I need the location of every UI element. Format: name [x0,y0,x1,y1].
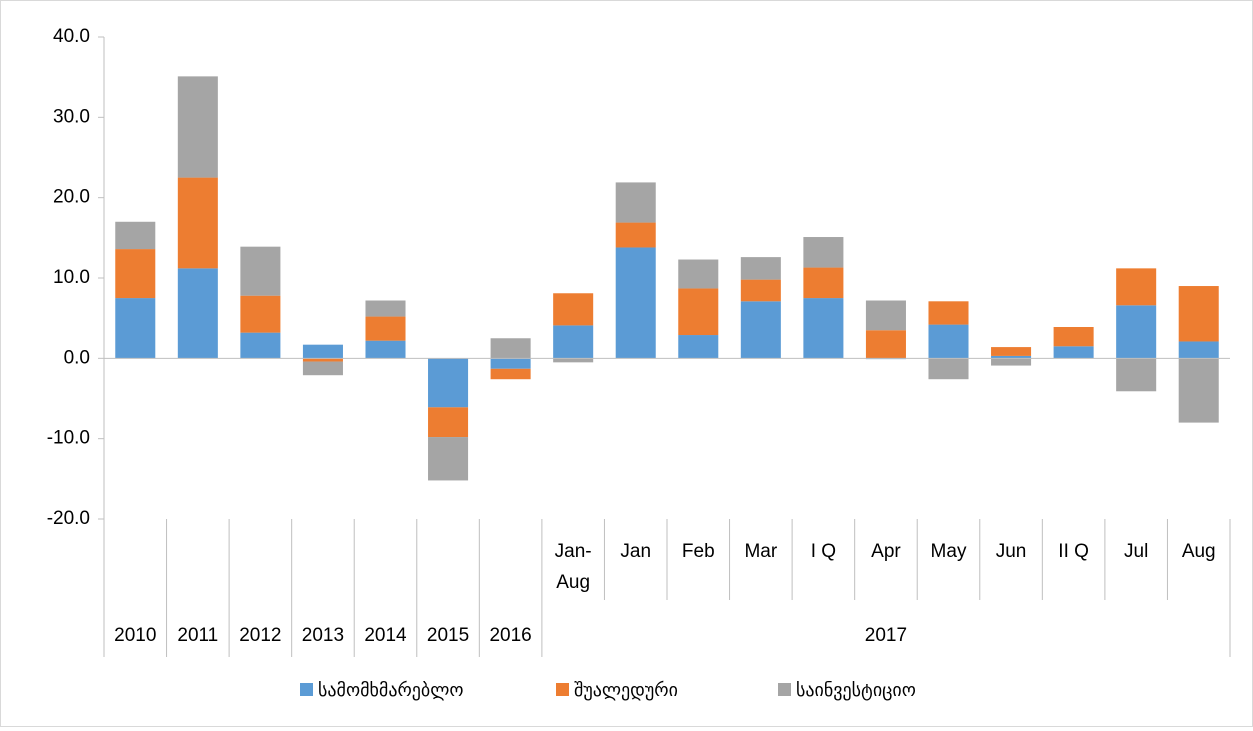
group-label: 2010 [114,625,156,646]
legend-label: შუალედური [574,680,678,701]
bar [365,340,406,359]
bar [240,332,281,359]
legend-label: სამომხმარებლო [318,680,464,701]
legend-swatch [556,683,569,696]
bar [740,301,781,359]
bar [553,293,594,326]
bar [302,358,343,362]
bar [928,301,969,325]
legend-label: საინვესტიციო [796,680,916,701]
bar [991,358,1032,366]
bar [428,407,469,438]
group-label: 2017 [865,625,907,646]
bar [865,330,906,359]
group-label: 2013 [302,625,344,646]
bar [678,335,719,359]
bar [302,361,343,376]
legend-swatch [300,683,313,696]
bar [177,177,218,269]
bar [740,279,781,302]
y-tick-label: 30.0 [53,106,90,127]
bar [1116,305,1157,359]
x-tick-label: Feb [682,541,715,562]
group-label: 2014 [364,625,407,646]
bar [240,246,281,296]
legend-swatch [778,683,791,696]
bar [615,247,656,359]
bar [240,295,281,333]
bar [928,358,969,380]
bar [428,358,469,408]
bar [490,368,531,380]
bar [678,288,719,336]
bar [490,358,531,369]
y-tick-label: 40.0 [53,26,90,47]
bar [302,344,343,359]
bar [740,257,781,280]
bar [1053,346,1094,359]
bar [365,300,406,317]
bar [615,222,656,248]
y-tick-label: 0.0 [64,347,90,368]
y-tick-label: 10.0 [53,267,90,288]
x-tick-label: Apr [871,541,901,562]
group-label: 2012 [239,625,281,646]
x-tick-label: II Q [1058,541,1089,562]
bar [553,325,594,359]
bar [115,249,156,299]
bar [991,347,1032,356]
bar [1178,358,1219,423]
group-label: 2015 [427,625,469,646]
bar [365,316,406,341]
group-label: 2011 [177,625,218,646]
x-tick-label: I Q [811,541,836,562]
bar [553,358,594,363]
x-tick-label: Mar [744,541,777,562]
bar [177,268,218,359]
x-tick-label: May [931,541,967,562]
bar [1116,358,1157,392]
bar [1178,341,1219,359]
bar [615,182,656,223]
bar [177,76,218,178]
bar [803,298,844,359]
bar [428,437,469,481]
bar [1053,327,1094,347]
bar [1178,286,1219,342]
y-tick-label: -20.0 [47,508,90,529]
bar [803,237,844,268]
y-tick-label: 20.0 [53,187,90,208]
bar [1116,268,1157,306]
x-tick-label: Jun [996,541,1027,562]
bar [928,324,969,359]
bar [991,355,1032,359]
bar [865,300,906,331]
x-tick-label: Jul [1124,541,1148,562]
x-tick-label: Aug [1182,541,1216,562]
bar [115,298,156,359]
bar [803,267,844,299]
y-tick-label: -10.0 [47,428,90,449]
group-label: 2016 [489,625,531,646]
x-tick-label: Jan [620,541,651,562]
bar [678,259,719,289]
bar [115,221,156,250]
x-tick-label: Jan-Aug [555,541,592,593]
bar [490,338,531,359]
